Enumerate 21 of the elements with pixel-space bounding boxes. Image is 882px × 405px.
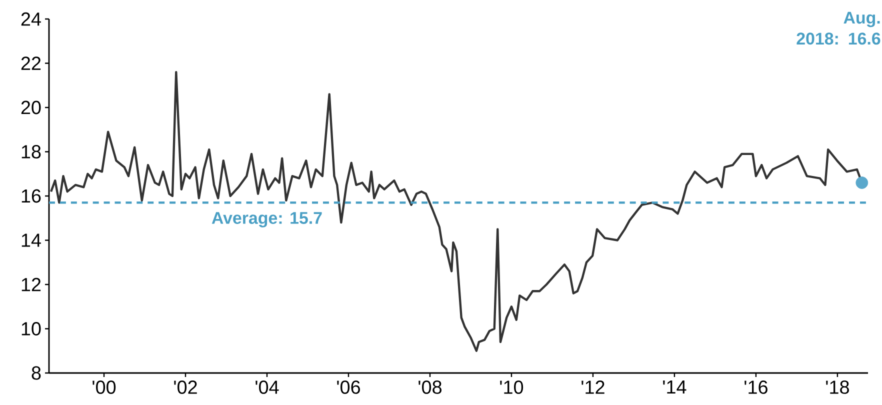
y-tick-label: 10 <box>22 322 41 336</box>
x-tick-label: '18 <box>826 380 849 394</box>
x-tick-label: '04 <box>256 380 279 394</box>
x-tick-label: '16 <box>744 380 768 394</box>
x-tick-label: '12 <box>582 380 604 394</box>
y-tick-label: 18 <box>22 145 41 158</box>
ref-line-label: Average: 15.7 <box>212 212 322 228</box>
y-tick-label: 22 <box>21 56 41 70</box>
y-tick-label: 16 <box>22 189 41 203</box>
x-tick-label: '02 <box>174 380 197 394</box>
y-tick-label: 14 <box>22 234 41 247</box>
y-tick-label: 24 <box>21 12 41 26</box>
x-tick-label: '00 <box>92 380 116 394</box>
x-tick-label: '08 <box>418 380 442 394</box>
x-tick-label: '10 <box>500 380 524 394</box>
y-tick-label: 12 <box>22 278 41 292</box>
x-tick-label: '14 <box>663 380 686 394</box>
x-tick-label: '06 <box>337 380 360 394</box>
y-tick-label: 8 <box>32 366 41 380</box>
y-tick-label: 20 <box>21 100 41 114</box>
annotation: Aug. 2018: 16.6 <box>796 12 880 45</box>
